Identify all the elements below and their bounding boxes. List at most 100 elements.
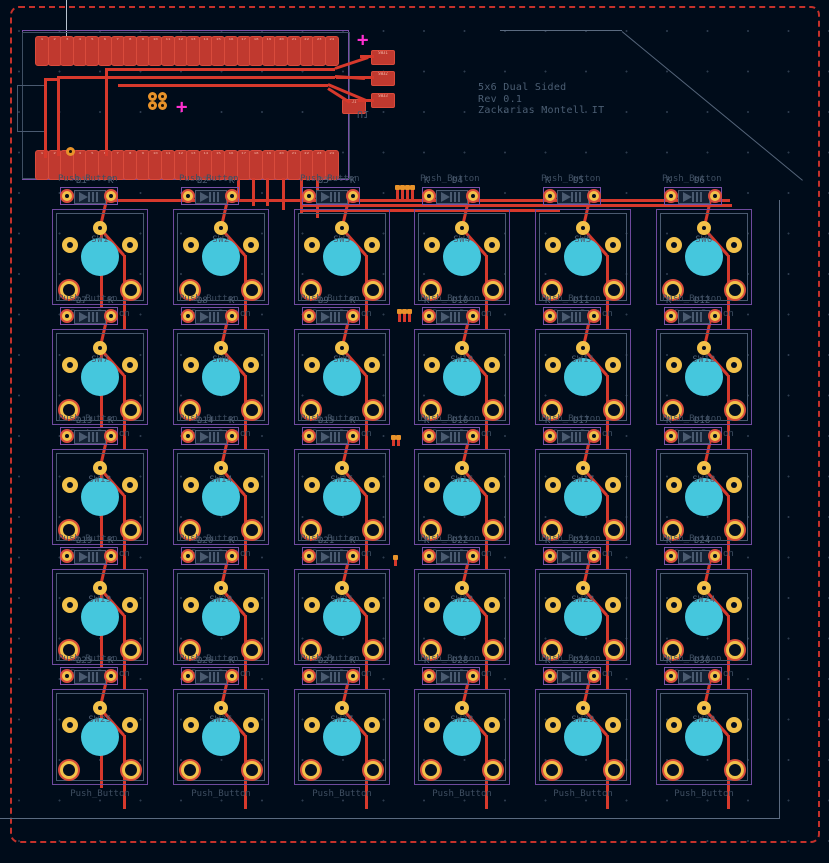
switch-mount-pad-left[interactable] — [179, 279, 201, 301]
switch-mount-pad-left[interactable] — [662, 279, 684, 301]
switch-pin-left[interactable] — [666, 357, 682, 373]
key-switch-sw4[interactable]: SW4 — [414, 209, 510, 305]
header-top-pin-21[interactable]: 21 — [287, 36, 301, 66]
diode-pad-anode[interactable] — [664, 189, 678, 203]
switch-mount-pad-right[interactable] — [482, 519, 504, 541]
header-top-pin-24[interactable]: 24 — [324, 36, 339, 66]
switch-mount-pad-left[interactable] — [541, 279, 563, 301]
diode-pad-anode[interactable] — [302, 189, 316, 203]
switch-pin-left[interactable] — [183, 597, 199, 613]
switch-pin-right[interactable] — [726, 597, 742, 613]
switch-mount-pad-right[interactable] — [362, 519, 384, 541]
diode-pad-anode[interactable] — [422, 309, 436, 323]
switch-pin-right[interactable] — [726, 717, 742, 733]
smd-pad-sw33[interactable]: SW33 — [371, 93, 395, 108]
diode-pad-anode[interactable] — [302, 669, 316, 683]
switch-mount-pad-right[interactable] — [603, 519, 625, 541]
switch-pin-right[interactable] — [605, 237, 621, 253]
switch-center-pin[interactable] — [93, 341, 107, 355]
diode-pad-anode[interactable] — [60, 309, 74, 323]
diode-pad-anode[interactable] — [422, 429, 436, 443]
diode-d3[interactable]: D3 K — [302, 176, 360, 205]
switch-mount-pad-right[interactable] — [603, 279, 625, 301]
switch-mount-pad-left[interactable] — [541, 759, 563, 781]
switch-center-pin[interactable] — [455, 221, 469, 235]
diode-pad-cathode[interactable] — [346, 189, 360, 203]
diode-pad-cathode[interactable] — [587, 429, 601, 443]
key-switch-sw26[interactable]: SW26 — [173, 689, 269, 785]
diode-pad-anode[interactable] — [302, 309, 316, 323]
diode-pad-cathode[interactable] — [466, 309, 480, 323]
switch-pin-left[interactable] — [666, 717, 682, 733]
switch-center-pin[interactable] — [93, 461, 107, 475]
header-top-pin-11[interactable]: 11 — [161, 36, 175, 66]
switch-pin-left[interactable] — [545, 357, 561, 373]
switch-mount-pad-left[interactable] — [58, 639, 80, 661]
key-switch-sw6[interactable]: SW6 — [656, 209, 752, 305]
switch-center-pin[interactable] — [455, 581, 469, 595]
switch-pin-right[interactable] — [364, 237, 380, 253]
switch-pin-left[interactable] — [62, 597, 78, 613]
diode-pad-anode[interactable] — [181, 669, 195, 683]
header-bottom-pin-1[interactable]: 1 — [35, 150, 49, 180]
switch-mount-pad-right[interactable] — [241, 279, 263, 301]
switch-pin-left[interactable] — [62, 357, 78, 373]
key-switch-sw23[interactable]: SW23 — [535, 569, 631, 665]
smd-pad-sw31[interactable]: SW31 — [371, 50, 395, 65]
diode-d20[interactable]: D20 K — [181, 536, 239, 565]
header-bottom-pin-24[interactable]: 24 — [324, 150, 339, 180]
diode-pad-cathode[interactable] — [466, 549, 480, 563]
key-switch-sw19[interactable]: SW19 — [52, 569, 148, 665]
switch-center-pin[interactable] — [697, 701, 711, 715]
switch-mount-pad-right[interactable] — [241, 759, 263, 781]
switch-pin-left[interactable] — [304, 717, 320, 733]
diode-d7[interactable]: D7 K — [60, 296, 118, 325]
diode-d10[interactable]: D10 K — [422, 296, 480, 325]
switch-pin-right[interactable] — [364, 597, 380, 613]
diode-d24[interactable]: D24 K — [664, 536, 722, 565]
diode-pad-anode[interactable] — [543, 549, 557, 563]
diode-pad-anode[interactable] — [181, 429, 195, 443]
diode-d30[interactable]: D30 K — [664, 656, 722, 685]
switch-center-pin[interactable] — [335, 701, 349, 715]
diode-d5[interactable]: D5 K — [543, 176, 601, 205]
diode-pad-cathode[interactable] — [587, 189, 601, 203]
header-top-pin-16[interactable]: 16 — [224, 36, 238, 66]
switch-pin-right[interactable] — [243, 357, 259, 373]
switch-mount-pad-right[interactable] — [724, 639, 746, 661]
switch-pin-left[interactable] — [62, 477, 78, 493]
key-switch-sw18[interactable]: SW18 — [656, 449, 752, 545]
diode-pad-anode[interactable] — [302, 429, 316, 443]
diode-d28[interactable]: D28 K — [422, 656, 480, 685]
diode-pad-cathode[interactable] — [466, 669, 480, 683]
switch-pin-right[interactable] — [484, 357, 500, 373]
key-switch-sw25[interactable]: SW25 — [52, 689, 148, 785]
switch-pin-left[interactable] — [62, 237, 78, 253]
diode-pad-anode[interactable] — [181, 189, 195, 203]
diode-d11[interactable]: D11 K — [543, 296, 601, 325]
switch-mount-pad-left[interactable] — [541, 639, 563, 661]
key-switch-sw28[interactable]: SW28 — [414, 689, 510, 785]
key-switch-sw9[interactable]: SW9 — [294, 329, 390, 425]
diode-pad-anode[interactable] — [422, 669, 436, 683]
diode-d21[interactable]: D21 K — [302, 536, 360, 565]
key-switch-sw15[interactable]: SW15 — [294, 449, 390, 545]
diode-pad-cathode[interactable] — [346, 549, 360, 563]
switch-center-pin[interactable] — [576, 701, 590, 715]
switch-pin-right[interactable] — [484, 237, 500, 253]
diode-d17[interactable]: D17 K — [543, 416, 601, 445]
key-switch-sw14[interactable]: SW14 — [173, 449, 269, 545]
diode-pad-cathode[interactable] — [466, 429, 480, 443]
switch-pin-left[interactable] — [424, 597, 440, 613]
diode-pad-cathode[interactable] — [225, 669, 239, 683]
diode-pad-cathode[interactable] — [587, 549, 601, 563]
switch-center-pin[interactable] — [455, 461, 469, 475]
switch-center-pin[interactable] — [93, 701, 107, 715]
switch-pin-left[interactable] — [545, 237, 561, 253]
switch-mount-pad-left[interactable] — [541, 519, 563, 541]
diode-d16[interactable]: D16 K — [422, 416, 480, 445]
switch-mount-pad-left[interactable] — [179, 519, 201, 541]
diode-d9[interactable]: D9 K — [302, 296, 360, 325]
switch-mount-pad-left[interactable] — [300, 279, 322, 301]
switch-mount-pad-left[interactable] — [300, 759, 322, 781]
